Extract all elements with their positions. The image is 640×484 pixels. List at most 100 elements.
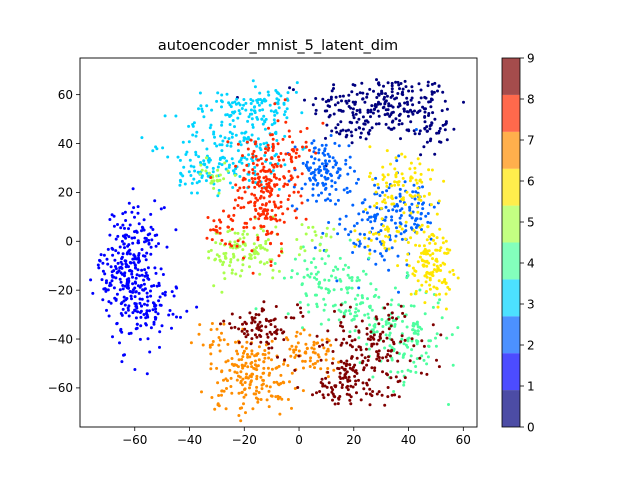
- scatter-point: [325, 123, 329, 127]
- scatter-point: [137, 222, 141, 226]
- scatter-point: [269, 264, 273, 267]
- scatter-point: [360, 218, 364, 222]
- scatter-point: [243, 327, 247, 331]
- scatter-point: [391, 319, 395, 323]
- scatter-point: [262, 225, 266, 228]
- scatter-point: [384, 122, 388, 126]
- scatter-point: [326, 329, 330, 333]
- scatter-point: [374, 104, 378, 108]
- scatter-point: [398, 216, 402, 220]
- scatter-point: [296, 386, 300, 389]
- scatter-point: [313, 157, 317, 161]
- scatter-point: [212, 219, 216, 223]
- scatter-point: [204, 179, 208, 183]
- scatter-point: [373, 366, 377, 370]
- scatter-point: [250, 328, 254, 332]
- scatter-point: [427, 235, 431, 239]
- scatter-point: [347, 375, 351, 379]
- scatter-point: [179, 172, 183, 176]
- scatter-point: [399, 304, 403, 308]
- scatter-point: [153, 199, 157, 203]
- scatter-point: [334, 202, 337, 206]
- scatter-point: [134, 281, 138, 285]
- scatter-point: [422, 344, 426, 348]
- scatter-point: [368, 323, 372, 327]
- scatter-point: [406, 114, 410, 118]
- scatter-point: [321, 382, 325, 386]
- scatter-point: [248, 383, 252, 387]
- scatter-point: [318, 390, 322, 393]
- scatter-point: [272, 380, 276, 384]
- scatter-point: [280, 397, 284, 401]
- scatter-point: [294, 345, 298, 349]
- scatter-point: [406, 252, 410, 256]
- scatter-point: [327, 99, 331, 103]
- scatter-point: [403, 101, 407, 105]
- scatter-point: [387, 327, 391, 331]
- scatter-point: [365, 383, 369, 387]
- scatter-point: [281, 212, 285, 216]
- scatter-point: [373, 204, 376, 208]
- scatter-point: [222, 378, 225, 382]
- scatter-point: [348, 166, 352, 170]
- scatter-point: [337, 367, 341, 371]
- scatter-point: [119, 260, 123, 264]
- scatter-point: [287, 129, 291, 133]
- scatter-point: [438, 227, 442, 231]
- scatter-point: [374, 315, 378, 319]
- scatter-point: [443, 262, 447, 266]
- scatter-point: [205, 147, 209, 151]
- scatter-point: [276, 101, 280, 105]
- scatter-point: [410, 216, 414, 220]
- scatter-point: [322, 396, 326, 400]
- scatter-point: [128, 252, 132, 256]
- scatter-point: [279, 152, 283, 155]
- scatter-point: [226, 230, 230, 234]
- scatter-point: [392, 340, 395, 344]
- scatter-point: [109, 301, 113, 305]
- scatter-point: [334, 385, 337, 389]
- scatter-point: [267, 356, 271, 360]
- scatter-point: [238, 140, 242, 144]
- scatter-point: [347, 266, 351, 269]
- scatter-point: [437, 365, 441, 369]
- scatter-point: [234, 133, 238, 137]
- scatter-point: [349, 402, 353, 406]
- scatter-point: [410, 176, 414, 180]
- scatter-point: [228, 368, 232, 372]
- scatter-point: [292, 185, 296, 189]
- scatter-point: [301, 326, 304, 330]
- scatter-point: [293, 257, 297, 261]
- scatter-point: [404, 237, 407, 241]
- scatter-point: [249, 200, 253, 204]
- scatter-point: [374, 231, 378, 235]
- scatter-point: [258, 206, 262, 210]
- scatter-point: [311, 225, 315, 229]
- scatter-point: [369, 115, 372, 119]
- scatter-point: [263, 353, 267, 357]
- scatter-point: [341, 376, 345, 380]
- scatter-point: [379, 336, 382, 340]
- scatter-point: [391, 208, 395, 212]
- scatter-point: [107, 300, 111, 304]
- scatter-point: [381, 200, 385, 204]
- scatter-point: [283, 182, 287, 186]
- scatter-point: [446, 285, 450, 289]
- scatter-point: [116, 223, 119, 226]
- scatter-point: [210, 322, 214, 325]
- scatter-point: [227, 137, 231, 141]
- scatter-point: [441, 123, 445, 127]
- scatter-point: [331, 165, 335, 169]
- scatter-point: [428, 287, 432, 291]
- scatter-point: [227, 225, 230, 229]
- scatter-point: [219, 220, 223, 224]
- scatter-point: [329, 199, 332, 203]
- scatter-point: [406, 345, 410, 349]
- scatter-point: [238, 237, 242, 241]
- scatter-point: [257, 328, 261, 332]
- scatter-point: [254, 209, 258, 212]
- scatter-point: [140, 297, 144, 301]
- scatter-point: [366, 218, 370, 222]
- scatter-point: [324, 170, 328, 174]
- scatter-point: [270, 123, 274, 127]
